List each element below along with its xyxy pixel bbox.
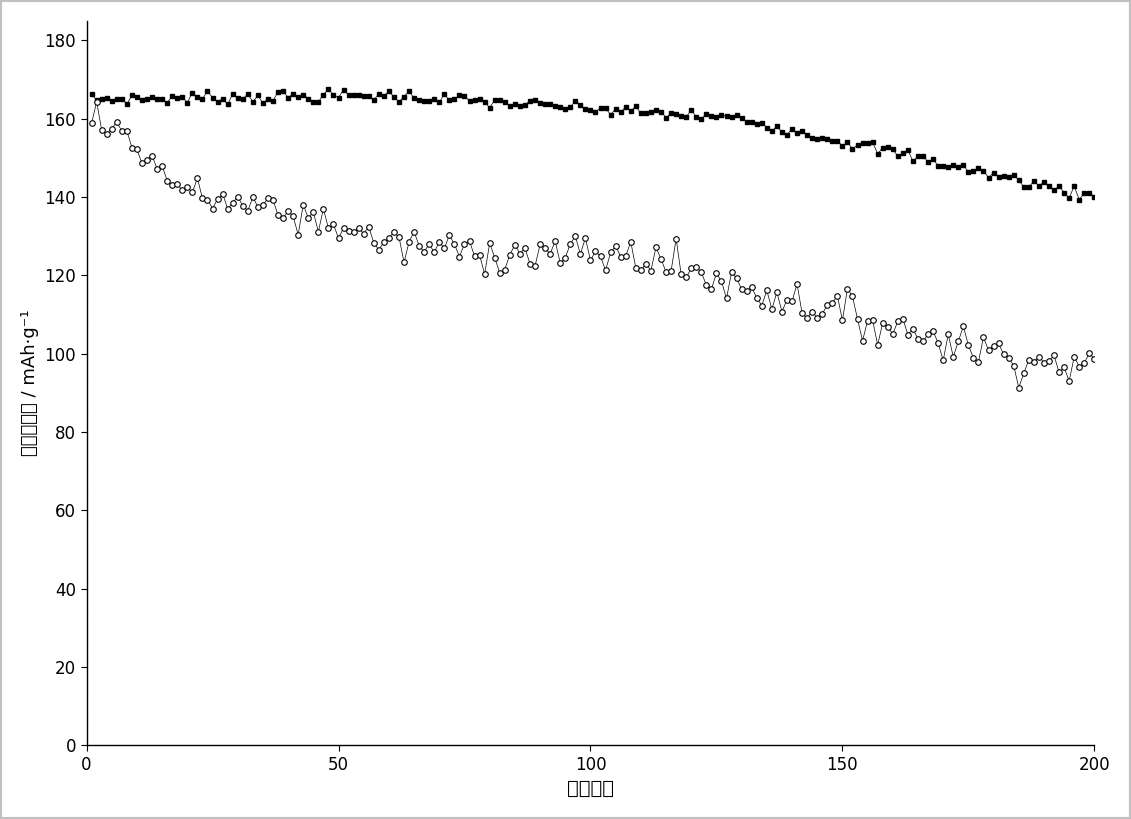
X-axis label: 循环圈数: 循环圈数	[567, 779, 614, 799]
Y-axis label: 放电比容量 / mAh·g⁻¹: 放电比容量 / mAh·g⁻¹	[20, 310, 38, 456]
